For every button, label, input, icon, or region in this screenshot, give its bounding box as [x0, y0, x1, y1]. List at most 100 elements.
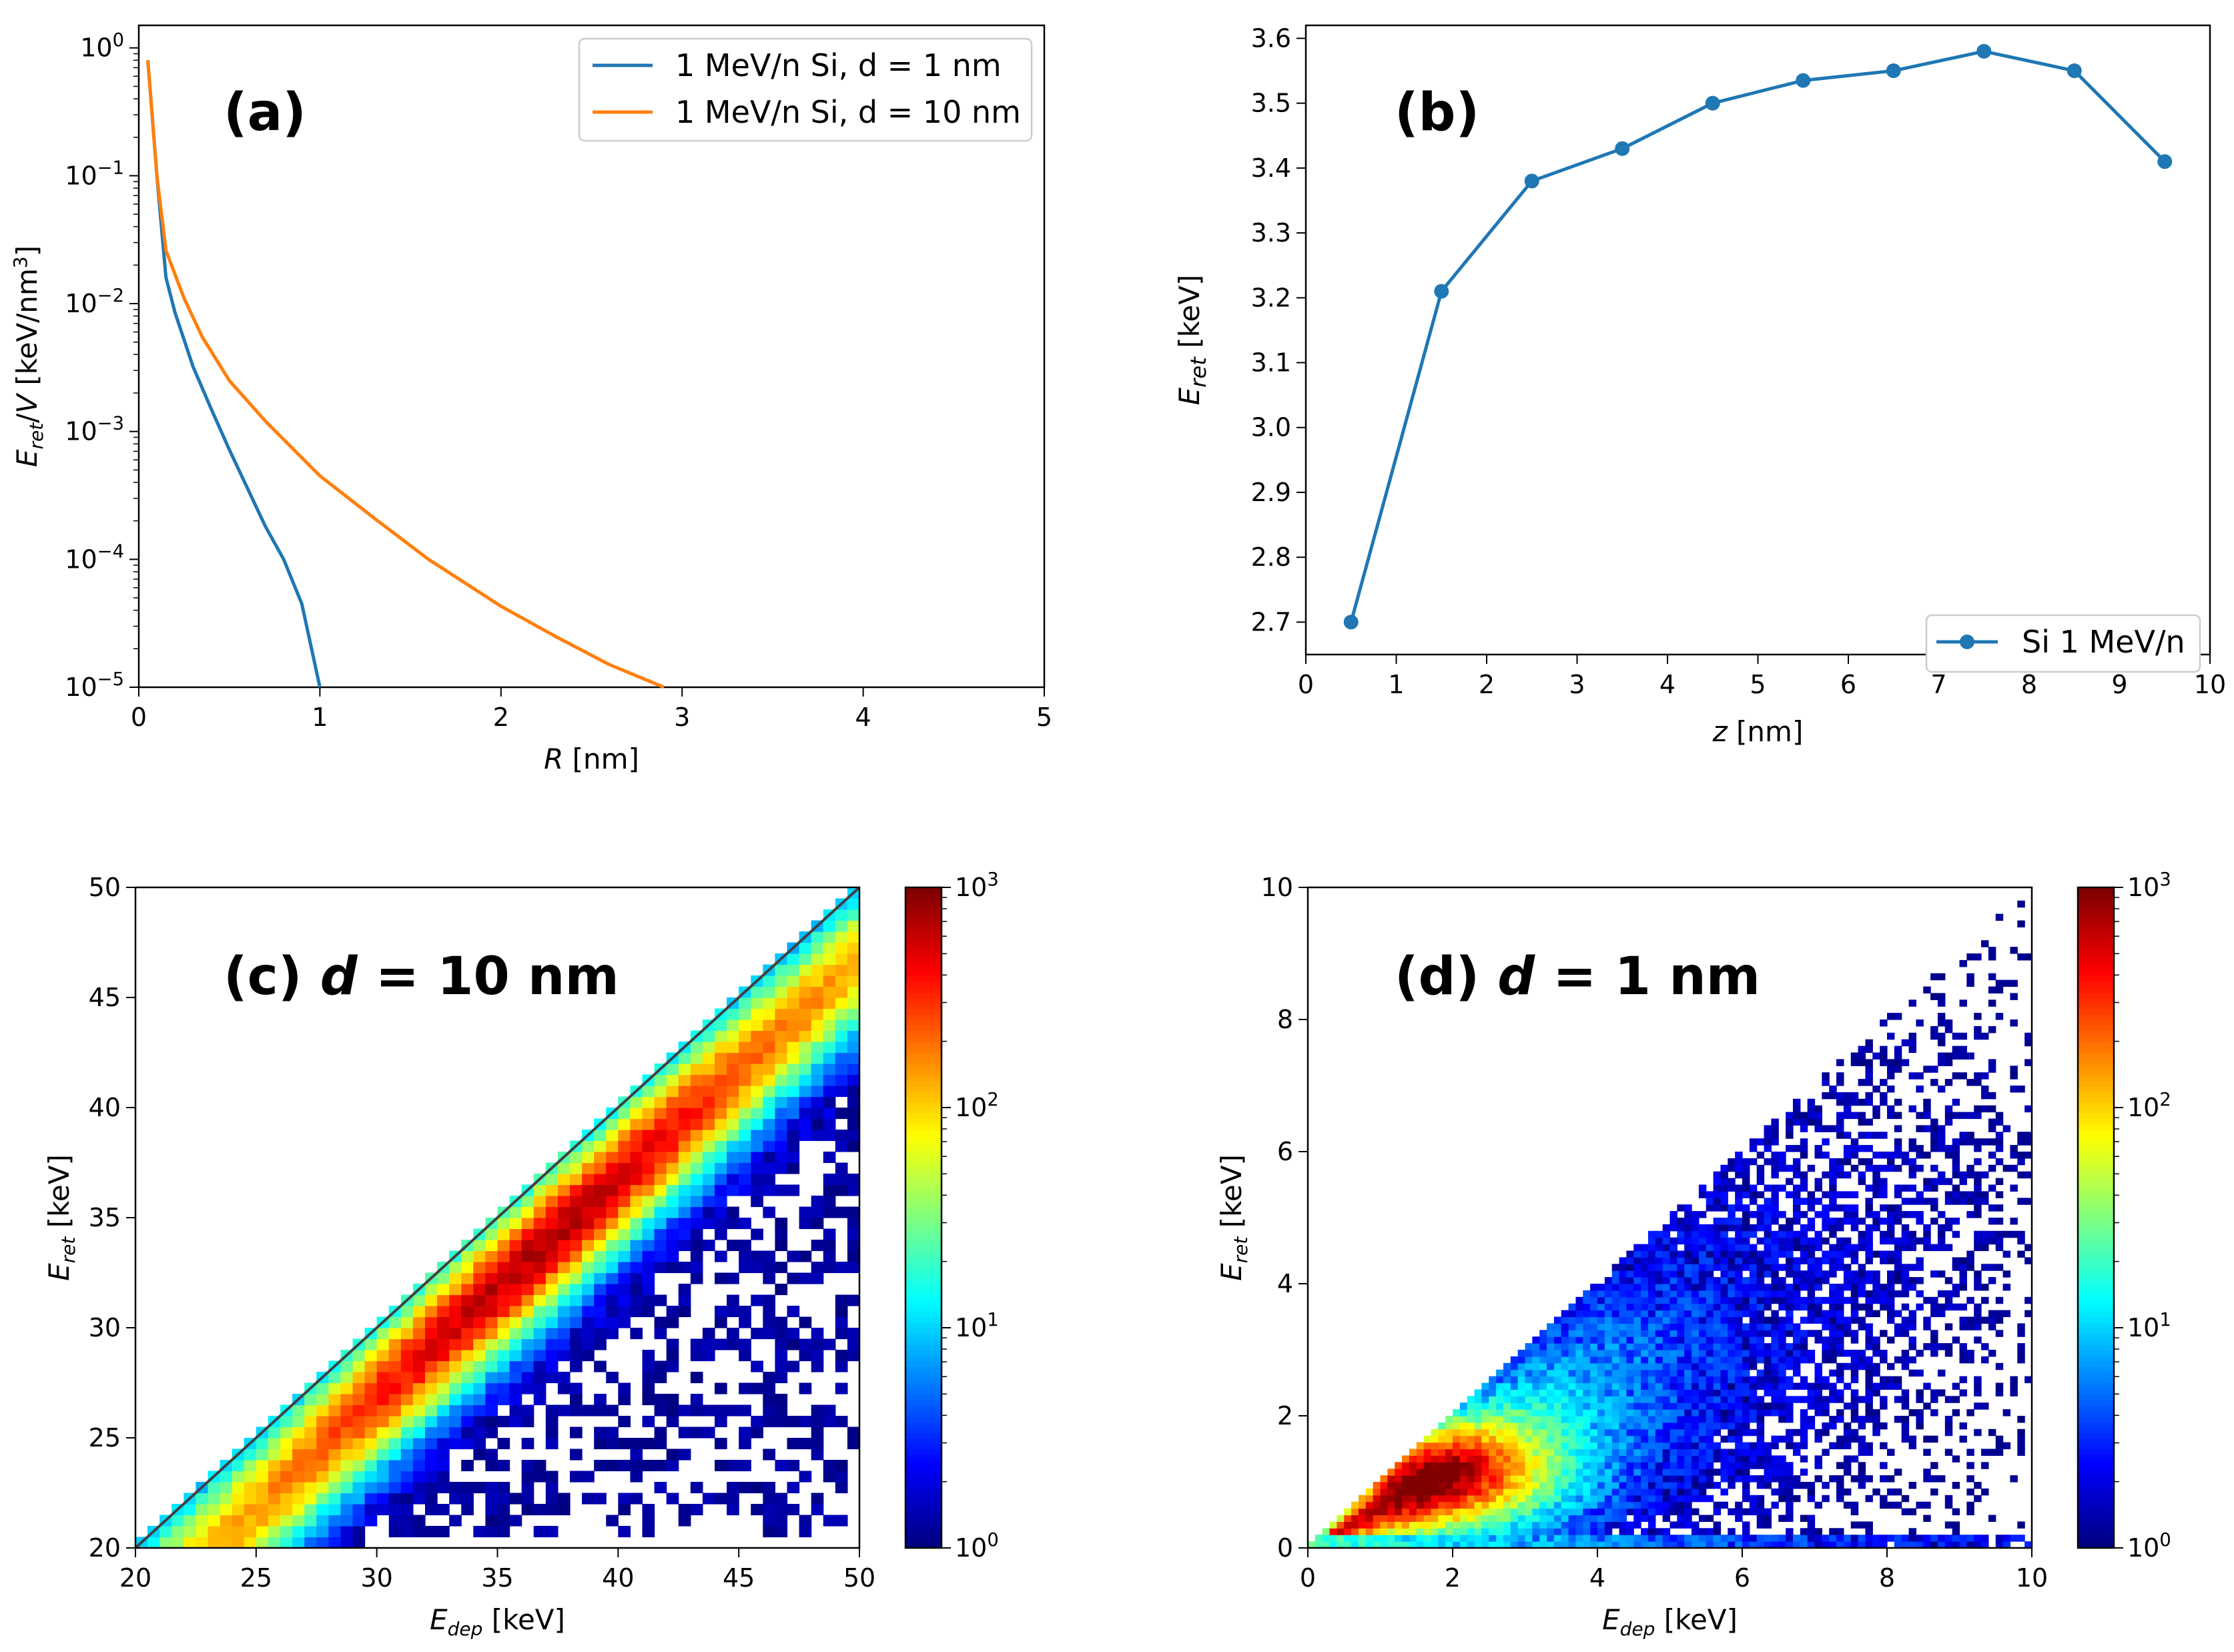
- heatmap-bin: [666, 1460, 679, 1472]
- heatmap-bin: [533, 1471, 546, 1483]
- heatmap-bin: [1887, 1284, 1895, 1291]
- heatmap-bin: [787, 1030, 800, 1042]
- heatmap-bin: [1995, 1296, 2004, 1304]
- heatmap-bin: [1344, 1515, 1352, 1522]
- heatmap-bin: [1728, 1369, 1736, 1377]
- heatmap-bin: [1865, 1290, 1873, 1298]
- heatmap-bin: [364, 1438, 378, 1450]
- heatmap-bin: [1604, 1356, 1613, 1364]
- heatmap-bin: [1966, 1079, 1974, 1086]
- heatmap-bin: [1575, 1422, 1583, 1430]
- heatmap-bin: [1575, 1330, 1583, 1337]
- heatmap-bin: [1887, 1066, 1895, 1073]
- heatmap-bin: [1662, 1277, 1671, 1284]
- heatmap-bin: [400, 1438, 414, 1450]
- heatmap-bin: [775, 1284, 788, 1296]
- heatmap-bin: [1959, 1132, 1967, 1139]
- heatmap-bin: [715, 1108, 727, 1120]
- heatmap-bin: [1669, 1376, 1678, 1384]
- heatmap-bin: [340, 1360, 354, 1372]
- heatmap-bin: [1778, 1303, 1786, 1311]
- heatmap-bin: [1720, 1230, 1728, 1238]
- heatmap-bin: [702, 1064, 715, 1076]
- heatmap-bin: [606, 1272, 619, 1284]
- heatmap-bin: [485, 1515, 498, 1527]
- heatmap-bin: [557, 1250, 571, 1262]
- heatmap-bin: [340, 1471, 354, 1483]
- heatmap-bin: [1959, 1032, 1967, 1040]
- heatmap-bin: [1575, 1528, 1583, 1535]
- heatmap-bin: [485, 1372, 498, 1384]
- heatmap-bin: [1517, 1475, 1526, 1483]
- heatmap-bin: [1872, 1428, 1880, 1436]
- heatmap-bin: [316, 1382, 329, 1394]
- heatmap-bin: [1626, 1356, 1634, 1364]
- heatmap-bin: [1395, 1508, 1403, 1516]
- heatmap-bin: [1416, 1515, 1425, 1522]
- heatmap-bin: [1944, 1079, 1953, 1086]
- x-tick-label: 35: [481, 1563, 513, 1593]
- heatmap-bin: [1850, 1356, 1859, 1364]
- heatmap-bin: [1916, 1535, 1924, 1542]
- heatmap-bin: [1756, 1435, 1765, 1443]
- colorbar-segment: [905, 1350, 942, 1356]
- heatmap-bin: [1713, 1244, 1722, 1252]
- panel-label-text: = 1 nm: [1535, 947, 1760, 1007]
- colorbar-segment: [905, 1080, 942, 1086]
- heatmap-bin: [1728, 1264, 1736, 1271]
- heatmap-bin: [1865, 1362, 1873, 1370]
- heatmap-bin: [1481, 1528, 1489, 1535]
- heatmap-bin: [1843, 1204, 1852, 1212]
- heatmap-bin: [449, 1426, 462, 1438]
- heatmap-bin: [775, 1394, 788, 1406]
- heatmap-bin: [1887, 1336, 1895, 1344]
- heatmap-bin: [1647, 1356, 1656, 1364]
- heatmap-bin: [1684, 1535, 1692, 1542]
- heatmap-bin: [461, 1262, 474, 1274]
- colorbar-segment: [905, 920, 942, 927]
- heatmap-bin: [1489, 1541, 1497, 1549]
- heatmap-bin: [1489, 1402, 1497, 1410]
- heatmap-bin: [1894, 1270, 1902, 1278]
- heatmap-bin: [280, 1460, 293, 1472]
- heatmap-bin: [1742, 1310, 1750, 1318]
- heatmap-bin: [1850, 1310, 1859, 1318]
- heatmap-bin: [1908, 1198, 1916, 1205]
- heatmap-bin: [2010, 1382, 2018, 1390]
- heatmap-bin: [1995, 1382, 2004, 1390]
- heatmap-bin: [425, 1404, 438, 1416]
- heatmap-bin: [1662, 1284, 1671, 1291]
- heatmap-bin: [1814, 1501, 1822, 1509]
- heatmap-bin: [1496, 1382, 1504, 1390]
- heatmap-bin: [666, 1064, 679, 1076]
- heatmap-bin: [1756, 1218, 1765, 1225]
- heatmap-bin: [1843, 1250, 1852, 1258]
- heatmap-bin: [715, 1152, 727, 1164]
- heatmap-bin: [1850, 1389, 1859, 1396]
- heatmap-bin: [509, 1394, 522, 1406]
- heatmap-bin: [533, 1394, 546, 1406]
- heatmap-bin: [1850, 1270, 1859, 1278]
- colorbar-segment: [2078, 1542, 2114, 1549]
- heatmap-bin: [1858, 1118, 1866, 1126]
- heatmap-bin: [1756, 1409, 1765, 1416]
- heatmap-bin: [1547, 1350, 1555, 1357]
- colorbar-segment: [905, 1218, 942, 1224]
- heatmap-bin: [1662, 1257, 1671, 1264]
- colorbar-segment: [905, 1526, 942, 1533]
- heatmap-bin: [1880, 1442, 1888, 1450]
- colorbar-segment: [905, 1256, 942, 1262]
- heatmap-bin: [835, 1471, 848, 1483]
- heatmap-bin: [400, 1526, 414, 1538]
- heatmap-bin: [1619, 1336, 1627, 1344]
- heatmap-bin: [606, 1460, 619, 1472]
- heatmap-bin: [847, 1350, 860, 1362]
- heatmap-bin: [1568, 1350, 1577, 1357]
- heatmap-bin: [1742, 1422, 1750, 1430]
- heatmap-bin: [642, 1394, 655, 1406]
- heatmap-bin: [1728, 1435, 1736, 1443]
- heatmap-bin: [1764, 1218, 1772, 1225]
- heatmap-bin: [1901, 1362, 1910, 1370]
- heatmap-bin: [1786, 1515, 1794, 1522]
